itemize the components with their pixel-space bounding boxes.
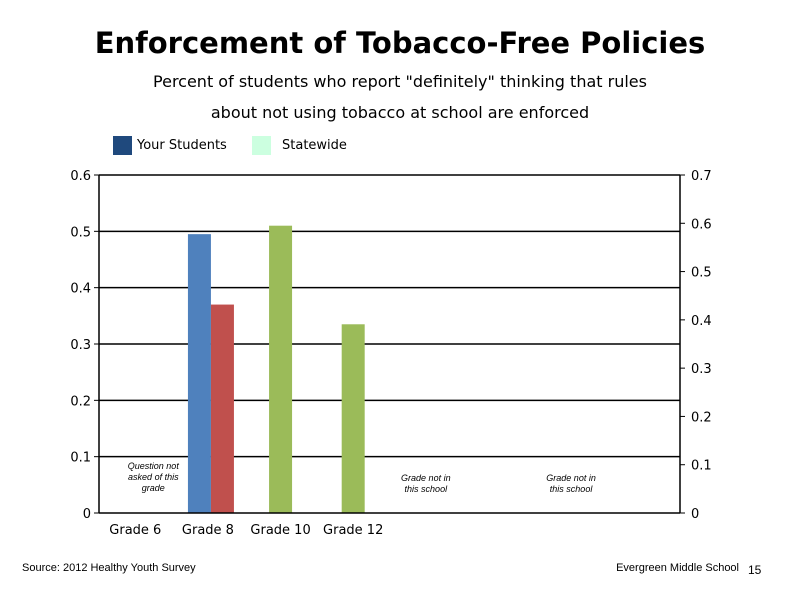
y-left-tick-label: 0.1 xyxy=(70,451,91,466)
annotation-text: Grade not in xyxy=(401,473,451,483)
legend-swatch-your-students xyxy=(113,136,132,155)
chart-title: Enforcement of Tobacco-Free Policies xyxy=(94,26,706,60)
chart-subtitle: Percent of students who report "definite… xyxy=(150,66,650,128)
y-left-tick-label: 0.2 xyxy=(70,394,91,409)
legend-item-statewide: Statewide xyxy=(252,136,347,155)
y-right-tick-label: 0.6 xyxy=(691,217,712,232)
subtitle-line-2: about not using tobacco at school are en… xyxy=(210,103,590,122)
legend-label-your-students: Your Students xyxy=(137,138,227,153)
annotation-text: this school xyxy=(550,484,594,494)
legend-swatch-statewide xyxy=(252,136,271,155)
x-tick-label: Grade 8 xyxy=(182,523,234,538)
legend-item-your-students: Your Students xyxy=(113,136,227,155)
source-note: Source: 2012 Healthy Youth Survey xyxy=(22,562,196,574)
legend-label-statewide: Statewide xyxy=(282,138,347,153)
bar xyxy=(269,225,293,513)
bar xyxy=(187,234,211,513)
y-left-tick-label: 0.6 xyxy=(70,169,91,184)
y-right-tick-label: 0 xyxy=(691,507,699,522)
bar xyxy=(210,304,234,513)
y-right-tick-label: 0.3 xyxy=(691,362,712,377)
y-right-tick-label: 0.7 xyxy=(691,169,712,184)
y-right-tick-label: 0.2 xyxy=(691,410,712,425)
annotation-text: Question not xyxy=(128,461,180,471)
annotation-text: this school xyxy=(405,484,449,494)
y-right-tick-label: 0.5 xyxy=(691,266,712,281)
bar xyxy=(341,324,365,513)
y-left-tick-label: 0.4 xyxy=(70,282,91,297)
y-right-tick-label: 0.4 xyxy=(691,314,712,329)
annotation-text: asked of this xyxy=(128,472,179,482)
y-left-tick-label: 0.3 xyxy=(70,338,91,353)
page-number: 15 xyxy=(748,563,762,577)
y-left-tick-label: 0.5 xyxy=(70,225,91,240)
school-name: Evergreen Middle School xyxy=(616,562,739,574)
annotation-text: grade xyxy=(142,483,165,493)
y-right-tick-label: 0.1 xyxy=(691,459,712,474)
y-left-tick-label: 0 xyxy=(83,507,91,522)
annotation-text: Grade not in xyxy=(546,473,596,483)
x-tick-label: Grade 10 xyxy=(250,523,310,538)
subtitle-line-1: Percent of students who report "definite… xyxy=(153,72,647,91)
x-tick-label: Grade 6 xyxy=(109,523,161,538)
x-tick-label: Grade 12 xyxy=(323,523,383,538)
